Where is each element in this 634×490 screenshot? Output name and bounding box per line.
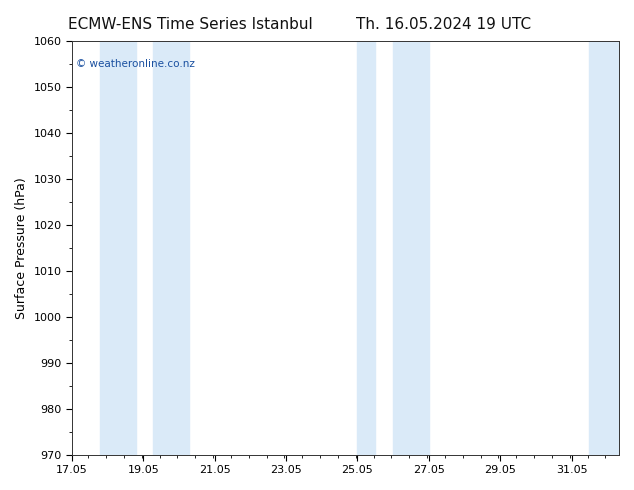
Text: ECMW-ENS Time Series Istanbul: ECMW-ENS Time Series Istanbul	[68, 17, 313, 32]
Bar	[153, 41, 189, 455]
Bar	[358, 41, 375, 455]
Bar	[100, 41, 136, 455]
Bar	[393, 41, 429, 455]
Text: Th. 16.05.2024 19 UTC: Th. 16.05.2024 19 UTC	[356, 17, 531, 32]
Y-axis label: Surface Pressure (hPa): Surface Pressure (hPa)	[15, 177, 28, 318]
Text: © weatheronline.co.nz: © weatheronline.co.nz	[75, 59, 195, 70]
Bar	[590, 41, 619, 455]
